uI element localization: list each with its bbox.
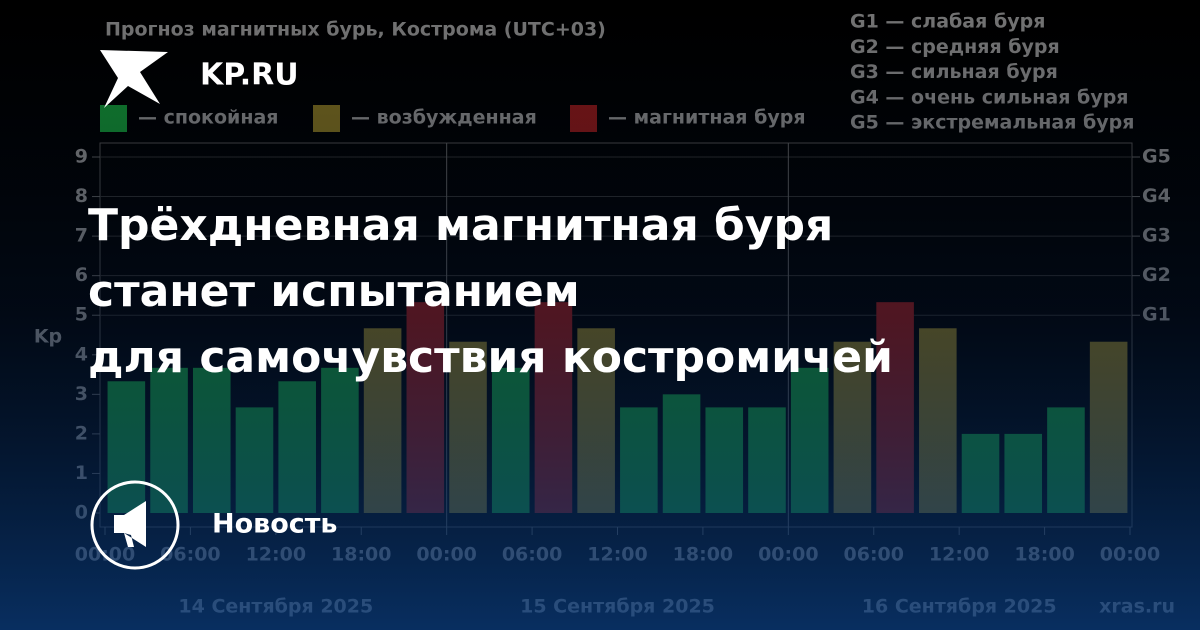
badge-icon [114, 501, 146, 547]
headline: Трёхдневная магнитная буря [88, 200, 833, 251]
headline: станет испытанием [88, 266, 580, 317]
badge-label: Новость [212, 509, 338, 540]
logo: KP.RU [100, 50, 299, 108]
brand: KP.RU [200, 58, 299, 93]
badge-circle [90, 480, 180, 570]
logo-icon [100, 50, 168, 108]
headline: для самочувствия костромичей [88, 332, 893, 383]
badge: Новость [90, 480, 338, 570]
